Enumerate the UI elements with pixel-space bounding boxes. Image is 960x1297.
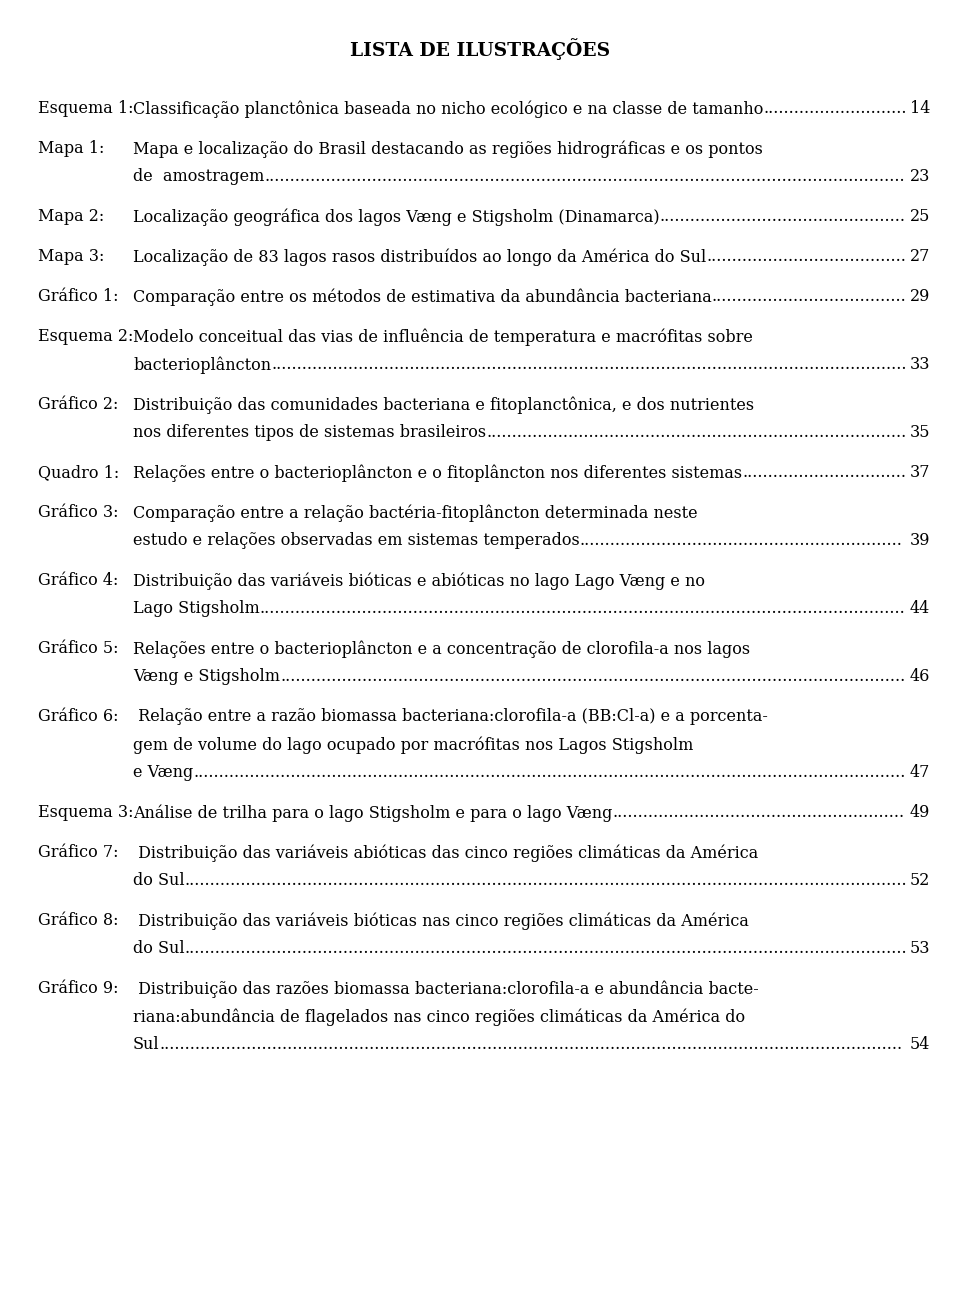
Text: ................................................................................: ........................................… [486,424,906,441]
Text: 44: 44 [910,601,930,617]
Text: do Sul: do Sul [133,872,184,888]
Text: Relação entre a razão biomassa bacteriana:clorofila-a (BB:Cl-a) e a porcenta-: Relação entre a razão biomassa bacterian… [133,708,768,725]
Text: ................................................................................: ........................................… [264,169,905,185]
Text: ................................................................................: ........................................… [193,764,905,781]
Text: Relações entre o bacterioplâncton e o fitoplâncton nos diferentes sistemas: Relações entre o bacterioplâncton e o fi… [133,464,742,481]
Text: gem de volume do lago ocupado por macrófitas nos Lagos Stigsholm: gem de volume do lago ocupado por macróf… [133,735,693,754]
Text: Classificação planctônica baseada no nicho ecológico e na classe de tamanho: Classificação planctônica baseada no nic… [133,100,763,118]
Text: e Væng: e Væng [133,764,193,781]
Text: ......................................: ...................................... [711,288,906,305]
Text: Distribuição das variáveis abióticas das cinco regiões climáticas da América: Distribuição das variáveis abióticas das… [133,844,758,861]
Text: 47: 47 [910,764,930,781]
Text: Esquema 3:: Esquema 3: [38,804,133,821]
Text: Distribuição das comunidades bacteriana e fitoplanctônica, e dos nutrientes: Distribuição das comunidades bacteriana … [133,396,755,414]
Text: Gráfico 1:: Gráfico 1: [38,288,118,305]
Text: LISTA DE ILUSTRAÇÕES: LISTA DE ILUSTRAÇÕES [350,38,610,60]
Text: Localização geográfica dos lagos Væng e Stigsholm (Dinamarca): Localização geográfica dos lagos Væng e … [133,208,660,226]
Text: ...............................................................: ........................................… [580,532,902,549]
Text: ................................................................................: ........................................… [159,1036,902,1053]
Text: Análise de trilha para o lago Stigsholm e para o lago Væng: Análise de trilha para o lago Stigsholm … [133,804,612,821]
Text: Gráfico 9:: Gráfico 9: [38,981,118,997]
Text: 27: 27 [910,248,930,265]
Text: Mapa 1:: Mapa 1: [38,140,105,157]
Text: .......................................: ....................................... [707,248,906,265]
Text: Relações entre o bacterioplâncton e a concentração de clorofila-a nos lagos: Relações entre o bacterioplâncton e a co… [133,639,750,658]
Text: ................................................................................: ........................................… [184,940,907,957]
Text: Comparação entre a relação bactéria-fitoplâncton determinada neste: Comparação entre a relação bactéria-fito… [133,505,698,521]
Text: Distribuição das variáveis bióticas nas cinco regiões climáticas da América: Distribuição das variáveis bióticas nas … [133,912,749,930]
Text: Gráfico 4:: Gráfico 4: [38,572,118,589]
Text: 35: 35 [909,424,930,441]
Text: Distribuição das razões biomassa bacteriana:clorofila-a e abundância bacte-: Distribuição das razões biomassa bacteri… [133,981,758,997]
Text: ................................................................................: ........................................… [184,872,907,888]
Text: ................................................: ........................................… [660,208,905,224]
Text: Esquema 2:: Esquema 2: [38,328,133,345]
Text: Gráfico 6:: Gráfico 6: [38,708,118,725]
Text: 37: 37 [909,464,930,481]
Text: Modelo conceitual das vias de influência de temperatura e macrófitas sobre: Modelo conceitual das vias de influência… [133,328,753,345]
Text: Gráfico 5:: Gráfico 5: [38,639,118,658]
Text: Gráfico 8:: Gráfico 8: [38,912,118,929]
Text: 49: 49 [910,804,930,821]
Text: 25: 25 [910,208,930,224]
Text: do Sul: do Sul [133,940,184,957]
Text: Mapa 3:: Mapa 3: [38,248,105,265]
Text: Distribuição das variáveis bióticas e abióticas no lago Lago Væng e no: Distribuição das variáveis bióticas e ab… [133,572,705,590]
Text: 52: 52 [910,872,930,888]
Text: Væng e Stigsholm: Væng e Stigsholm [133,668,280,685]
Text: 14: 14 [910,100,930,117]
Text: ................................................................................: ........................................… [280,668,905,685]
Text: Gráfico 7:: Gráfico 7: [38,844,118,861]
Text: Lago Stigsholm: Lago Stigsholm [133,601,260,617]
Text: Mapa 2:: Mapa 2: [38,208,105,224]
Text: 54: 54 [910,1036,930,1053]
Text: Quadro 1:: Quadro 1: [38,464,119,481]
Text: 46: 46 [910,668,930,685]
Text: ................................................................................: ........................................… [260,601,905,617]
Text: de  amostragem: de amostragem [133,169,264,185]
Text: bacterioplâncton: bacterioplâncton [133,355,271,374]
Text: Mapa e localização do Brasil destacando as regiões hidrográficas e os pontos: Mapa e localização do Brasil destacando … [133,140,763,157]
Text: 39: 39 [909,532,930,549]
Text: 29: 29 [910,288,930,305]
Text: 33: 33 [909,355,930,374]
Text: Gráfico 3:: Gráfico 3: [38,505,118,521]
Text: Esquema 1:: Esquema 1: [38,100,133,117]
Text: 53: 53 [909,940,930,957]
Text: ................................: ................................ [742,464,906,481]
Text: Sul: Sul [133,1036,159,1053]
Text: estudo e relações observadas em sistemas temperados: estudo e relações observadas em sistemas… [133,532,580,549]
Text: Localização de 83 lagos rasos distribuídos ao longo da América do Sul: Localização de 83 lagos rasos distribuíd… [133,248,707,266]
Text: .........................................................: ........................................… [612,804,904,821]
Text: nos diferentes tipos de sistemas brasileiros: nos diferentes tipos de sistemas brasile… [133,424,486,441]
Text: 23: 23 [910,169,930,185]
Text: Gráfico 2:: Gráfico 2: [38,396,118,412]
Text: Comparação entre os métodos de estimativa da abundância bacteriana: Comparação entre os métodos de estimativ… [133,288,711,306]
Text: ................................................................................: ........................................… [271,355,906,374]
Text: ............................: ............................ [763,100,907,117]
Text: riana:abundância de flagelados nas cinco regiões climáticas da América do: riana:abundância de flagelados nas cinco… [133,1008,745,1026]
